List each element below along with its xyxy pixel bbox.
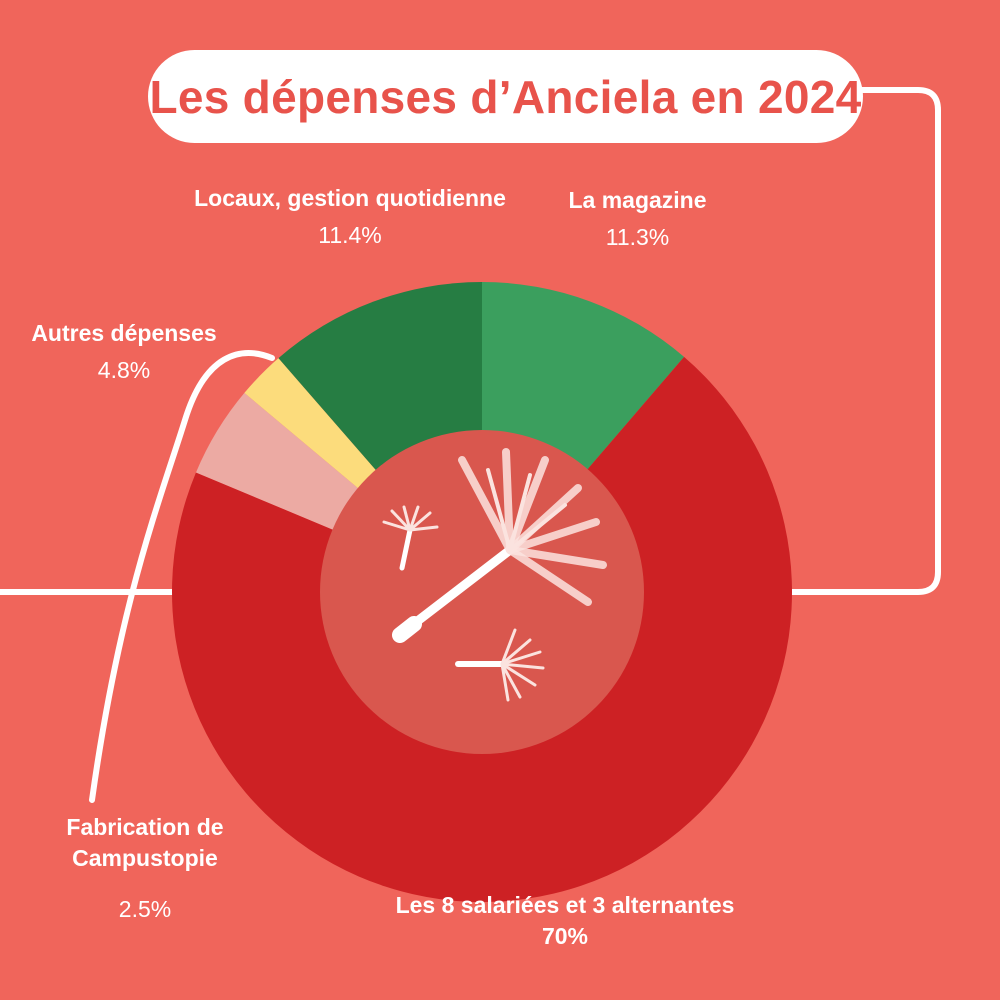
label-salaries: Les 8 salariées et 3 alternantes 70% — [370, 890, 760, 952]
label-campustopie-line2: Campustopie — [72, 845, 218, 872]
label-autres-value: 4.8% — [97, 357, 151, 384]
label-locaux-value: 11.4% — [318, 222, 382, 249]
label-autres-name: Autres dépenses — [31, 320, 217, 346]
label-autres: Autres dépenses 4.8% — [18, 318, 230, 386]
label-campustopie-value: 2.5% — [118, 896, 172, 923]
label-campustopie: Fabrication de Campustopie 2.5% — [50, 812, 240, 925]
label-salaries-value: 70% — [541, 923, 589, 950]
label-locaux: Locaux, gestion quotidienne 11.4% — [180, 183, 520, 251]
frame-line — [777, 87, 941, 595]
label-magazine: La magazine 11.3% — [555, 185, 720, 253]
chart-title: Les dépenses d’Anciela en 2024 — [149, 70, 862, 123]
label-campustopie-line1: Fabrication de — [66, 814, 224, 840]
label-locaux-name: Locaux, gestion quotidienne — [194, 185, 506, 211]
label-magazine-value: 11.3% — [605, 224, 670, 251]
label-magazine-name: La magazine — [568, 187, 707, 213]
title-pill: Les dépenses d’Anciela en 2024 — [148, 50, 863, 143]
dandelion-icon — [382, 448, 607, 702]
campustopie-leader-line — [89, 350, 275, 803]
label-salaries-name: Les 8 salariées et 3 alternantes — [395, 892, 735, 918]
center-disc — [320, 430, 644, 754]
